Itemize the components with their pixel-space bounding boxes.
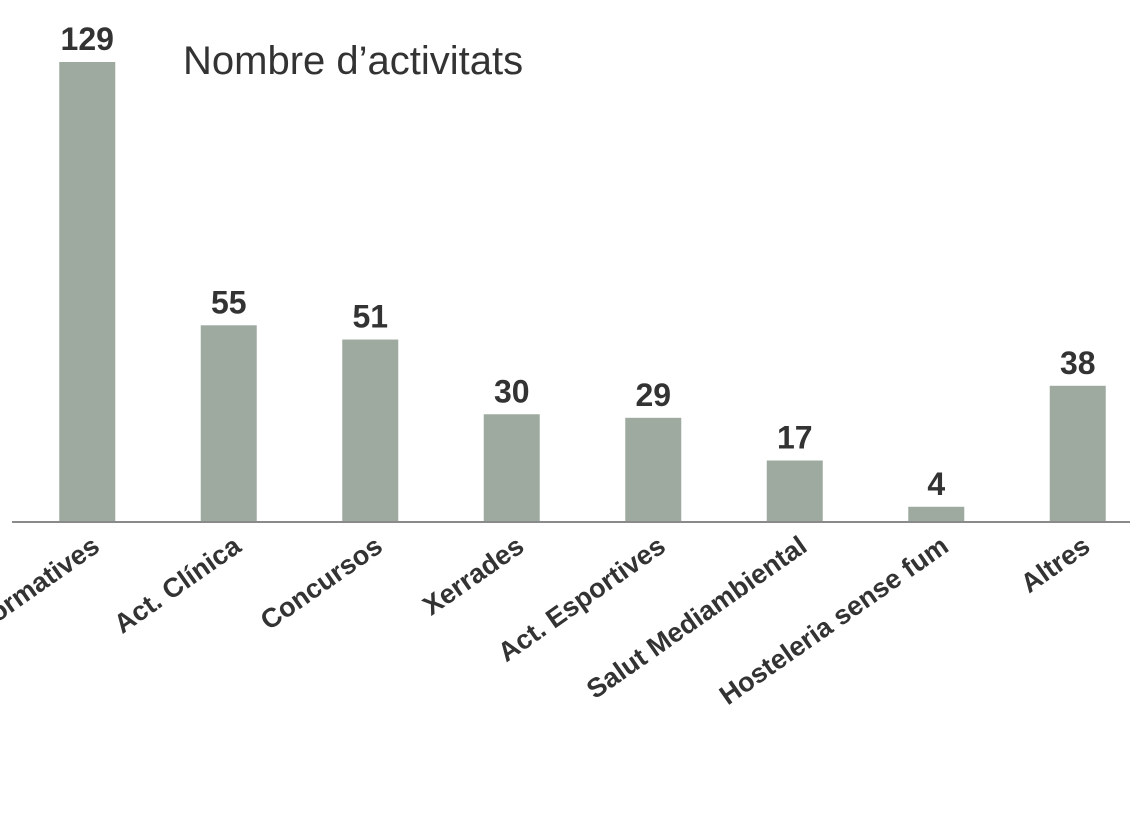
bar <box>908 506 965 521</box>
bar <box>625 417 682 521</box>
data-label: 17 <box>777 420 813 456</box>
data-label: 29 <box>635 377 671 413</box>
data-label: 4 <box>927 466 945 502</box>
bar <box>1049 385 1106 521</box>
data-label: 55 <box>211 284 247 320</box>
x-tick-label: Act. Clínica <box>109 530 247 639</box>
x-tick-label: Act. Informatives <box>0 530 105 680</box>
data-label: 30 <box>494 373 530 409</box>
data-label: 51 <box>352 299 388 335</box>
bar <box>766 460 823 521</box>
x-tick-label: Hosteleria sense fum <box>714 530 954 710</box>
bar <box>342 339 399 521</box>
data-label: 38 <box>1060 345 1096 381</box>
bar <box>59 62 116 521</box>
bar <box>483 414 540 521</box>
x-tick-label: Altres <box>1015 530 1095 598</box>
data-label: 129 <box>61 21 114 57</box>
x-tick-label: Xerrades <box>417 530 529 621</box>
chart-title: Nombre d’activitats <box>183 39 523 83</box>
x-tick-label: Concursos <box>255 530 388 635</box>
bar <box>200 325 257 521</box>
